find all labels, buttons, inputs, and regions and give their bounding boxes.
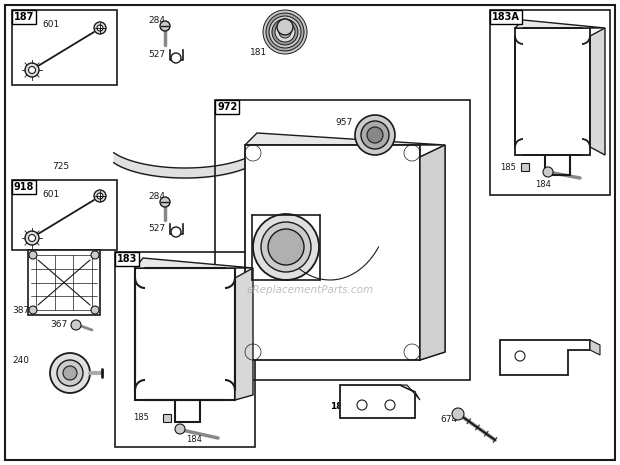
Circle shape xyxy=(253,214,319,280)
Circle shape xyxy=(71,320,81,330)
Polygon shape xyxy=(420,145,445,360)
Polygon shape xyxy=(135,268,235,400)
Polygon shape xyxy=(515,28,590,155)
Bar xyxy=(12,10,117,85)
Circle shape xyxy=(269,16,301,48)
Circle shape xyxy=(29,66,35,73)
Text: 181: 181 xyxy=(250,48,267,57)
Text: 387: 387 xyxy=(12,306,29,315)
Polygon shape xyxy=(235,268,253,400)
Polygon shape xyxy=(420,145,445,360)
Bar xyxy=(490,10,610,195)
Polygon shape xyxy=(515,20,605,28)
Polygon shape xyxy=(500,340,590,375)
Circle shape xyxy=(97,193,103,199)
Circle shape xyxy=(367,127,383,143)
Circle shape xyxy=(29,306,37,314)
Text: 918: 918 xyxy=(14,182,34,192)
Circle shape xyxy=(50,353,90,393)
Circle shape xyxy=(268,229,304,265)
Circle shape xyxy=(25,231,39,245)
Text: 183: 183 xyxy=(117,254,138,264)
Text: 185: 185 xyxy=(500,163,516,172)
Bar xyxy=(115,252,255,447)
Circle shape xyxy=(91,251,99,259)
Circle shape xyxy=(266,13,304,51)
Circle shape xyxy=(97,25,103,31)
Circle shape xyxy=(355,115,395,155)
Circle shape xyxy=(261,222,311,272)
Polygon shape xyxy=(245,145,420,360)
Circle shape xyxy=(279,26,291,38)
Polygon shape xyxy=(400,385,420,400)
Circle shape xyxy=(160,197,170,207)
Polygon shape xyxy=(590,28,605,155)
Text: eReplacementParts.com: eReplacementParts.com xyxy=(246,285,374,295)
Circle shape xyxy=(543,167,553,177)
Circle shape xyxy=(25,63,39,77)
Circle shape xyxy=(175,424,185,434)
Polygon shape xyxy=(245,133,445,145)
Text: 601: 601 xyxy=(42,190,60,199)
Polygon shape xyxy=(590,340,600,355)
Text: 972: 972 xyxy=(217,102,237,112)
Bar xyxy=(215,100,470,380)
Circle shape xyxy=(63,366,77,380)
Text: 184: 184 xyxy=(535,180,551,189)
Circle shape xyxy=(91,306,99,314)
Circle shape xyxy=(29,234,35,241)
Circle shape xyxy=(263,10,307,54)
Bar xyxy=(12,180,117,250)
Circle shape xyxy=(272,19,298,45)
Polygon shape xyxy=(340,385,415,418)
Text: 240: 240 xyxy=(12,356,29,365)
Polygon shape xyxy=(28,250,100,315)
Text: 187: 187 xyxy=(14,12,34,22)
Circle shape xyxy=(171,53,181,63)
Text: 957: 957 xyxy=(335,118,352,127)
Circle shape xyxy=(275,22,295,42)
Circle shape xyxy=(160,21,170,31)
Circle shape xyxy=(57,360,83,386)
Circle shape xyxy=(171,227,181,237)
Bar xyxy=(521,163,529,171)
Text: 185: 185 xyxy=(133,413,149,422)
Circle shape xyxy=(361,121,389,149)
Bar xyxy=(163,414,171,422)
Text: 182: 182 xyxy=(520,365,537,374)
Circle shape xyxy=(452,408,464,420)
Text: 183A: 183A xyxy=(492,12,520,22)
Text: 284: 284 xyxy=(148,16,165,25)
Circle shape xyxy=(29,251,37,259)
Text: 367: 367 xyxy=(50,320,67,329)
Circle shape xyxy=(277,19,293,35)
Text: 725: 725 xyxy=(52,162,69,171)
Circle shape xyxy=(94,190,106,202)
Text: 527: 527 xyxy=(148,50,165,59)
Text: 527: 527 xyxy=(148,224,165,233)
Polygon shape xyxy=(135,258,253,268)
Text: 184: 184 xyxy=(186,435,202,444)
Circle shape xyxy=(94,22,106,34)
Text: 674: 674 xyxy=(440,415,457,424)
Text: 601: 601 xyxy=(42,20,60,29)
Circle shape xyxy=(251,153,261,163)
Text: 182A: 182A xyxy=(330,402,356,411)
Text: 284: 284 xyxy=(148,192,165,201)
